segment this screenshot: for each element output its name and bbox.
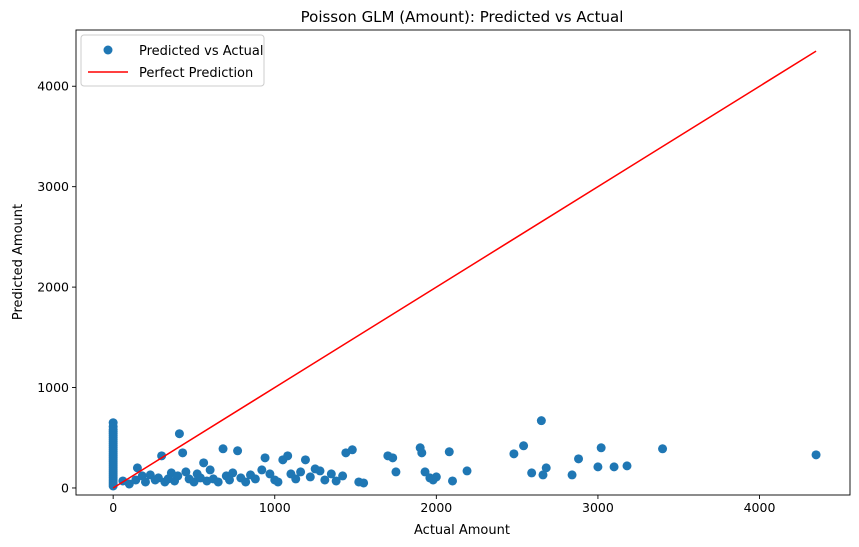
scatter-point bbox=[320, 475, 330, 485]
legend: Predicted vs Actual Perfect Prediction bbox=[80, 34, 265, 87]
scatter-point bbox=[173, 471, 183, 481]
scatter-point bbox=[283, 451, 293, 461]
x-tick-label: 0 bbox=[109, 500, 117, 515]
scatter-point bbox=[567, 470, 577, 480]
scatter-point bbox=[265, 469, 275, 479]
scatter-point bbox=[622, 461, 632, 471]
legend-box bbox=[80, 34, 265, 87]
scatter-point bbox=[527, 468, 537, 478]
scatter-point bbox=[431, 472, 441, 482]
chart-title: Poisson GLM (Amount): Predicted vs Actua… bbox=[301, 8, 624, 26]
scatter-point bbox=[359, 478, 369, 488]
scatter-point bbox=[233, 446, 243, 456]
scatter-point bbox=[596, 443, 606, 453]
scatter-point bbox=[296, 467, 306, 477]
scatter-point bbox=[331, 476, 341, 486]
y-tick-label: 4000 bbox=[37, 79, 69, 94]
scatter-point bbox=[131, 475, 141, 485]
scatter-point bbox=[444, 447, 454, 457]
scatter-point bbox=[241, 477, 251, 487]
scatter-point bbox=[462, 466, 472, 476]
scatter-point bbox=[417, 448, 427, 458]
scatter-point bbox=[315, 466, 325, 476]
plot-frame bbox=[75, 29, 851, 496]
scatter-point bbox=[225, 475, 235, 485]
legend-label-predicted: Predicted vs Actual bbox=[139, 44, 263, 59]
scatter-point bbox=[291, 474, 301, 484]
scatter-point bbox=[157, 451, 167, 461]
legend-marker-predicted bbox=[103, 45, 113, 55]
scatter-point bbox=[108, 481, 118, 491]
scatter-point bbox=[420, 467, 430, 477]
scatter-point bbox=[536, 416, 546, 426]
perfect-prediction-line bbox=[112, 50, 817, 489]
scatter-point bbox=[132, 463, 142, 473]
scatter-point bbox=[609, 462, 619, 472]
x-tick-label: 2000 bbox=[420, 500, 452, 515]
scatter-point bbox=[218, 444, 228, 454]
scatter-point bbox=[338, 471, 348, 481]
scatter-point bbox=[257, 465, 267, 475]
scatter-point bbox=[541, 463, 551, 473]
scatter-point bbox=[519, 441, 529, 451]
y-tick-label: 1000 bbox=[37, 380, 69, 395]
scatter-point bbox=[181, 467, 191, 477]
scatter-point bbox=[199, 458, 209, 468]
legend-label-perfect: Perfect Prediction bbox=[139, 66, 253, 81]
scatter-point bbox=[347, 445, 357, 455]
scatter-point bbox=[300, 455, 310, 465]
scatter-point bbox=[305, 472, 315, 482]
x-tick-label: 3000 bbox=[582, 500, 614, 515]
scatter-point bbox=[538, 470, 548, 480]
scatter-point bbox=[326, 469, 336, 479]
x-axis-ticks: 0 1000 2000 3000 4000 bbox=[109, 495, 775, 515]
scatter-point bbox=[153, 473, 163, 483]
x-axis-label: Actual Amount bbox=[414, 523, 510, 538]
scatter-point bbox=[448, 476, 457, 486]
plot-area bbox=[108, 50, 821, 491]
scatter-point bbox=[205, 465, 215, 475]
y-axis-ticks: 0 1000 2000 3000 4000 bbox=[37, 79, 76, 495]
scatter-point bbox=[273, 477, 283, 487]
scatter-point bbox=[391, 467, 401, 477]
scatter-point bbox=[178, 448, 188, 458]
scatter-point bbox=[593, 462, 603, 472]
scatter-point bbox=[124, 479, 134, 489]
y-tick-label: 3000 bbox=[37, 179, 69, 194]
scatter-point bbox=[260, 453, 270, 463]
scatter-point bbox=[388, 453, 398, 463]
scatter-point bbox=[811, 450, 821, 460]
scatter-point bbox=[574, 454, 584, 464]
y-tick-label: 0 bbox=[61, 480, 69, 495]
y-axis-label: Predicted Amount bbox=[11, 204, 26, 320]
scatter-point bbox=[140, 477, 150, 487]
x-tick-label: 4000 bbox=[744, 500, 776, 515]
y-tick-label: 2000 bbox=[37, 280, 69, 295]
scatter-point bbox=[189, 477, 199, 487]
x-tick-label: 1000 bbox=[259, 500, 291, 515]
scatter-point bbox=[250, 474, 260, 484]
scatter-point bbox=[658, 444, 668, 454]
scatter-point bbox=[509, 449, 519, 459]
scatter-point bbox=[174, 429, 184, 439]
scatter-point bbox=[213, 477, 223, 487]
scatter-point bbox=[228, 468, 238, 478]
